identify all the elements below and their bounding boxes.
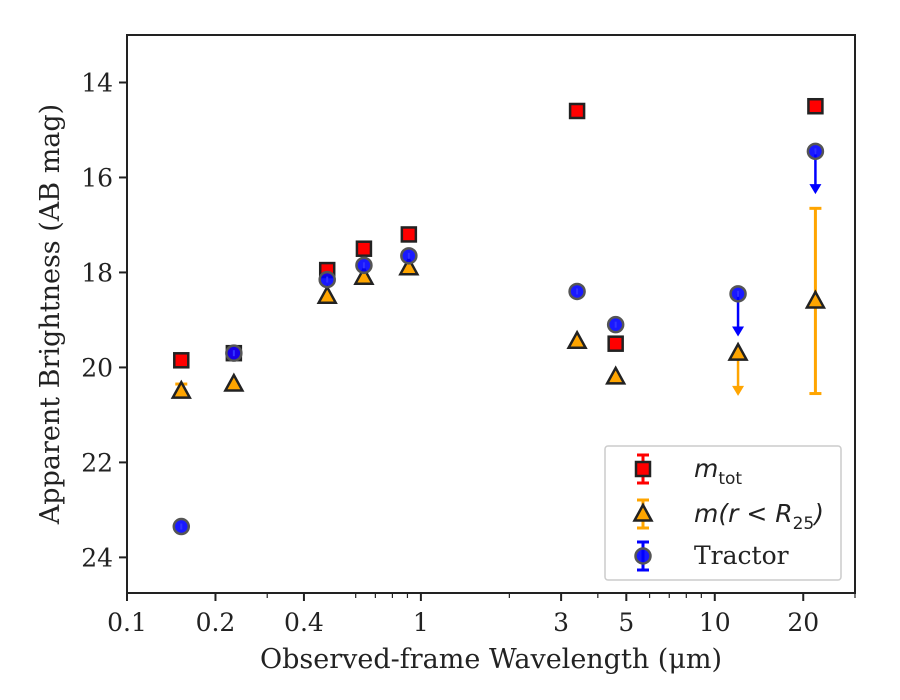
legend-entry-square: mtot (634, 453, 742, 489)
legend-label: m(r < R25) (694, 499, 824, 534)
triangle-upper-limit-arrow-head (732, 385, 745, 396)
legend-marker-triangle (632, 502, 654, 522)
circle-upper-limit-arrow-head (732, 326, 745, 337)
legend-label-main: Tractor (694, 541, 789, 570)
legend-marker-circle (634, 547, 652, 565)
legend-frame (604, 445, 842, 581)
y-axis-label: Apparent Brightness (AB mag) (35, 104, 66, 525)
legend-label-main: m(r < R (694, 499, 793, 528)
legend: mtot m(r < R25) Tractor (604, 445, 842, 581)
x-tick-label: 0.1 (107, 608, 147, 637)
legend-label-subscript: 25 (793, 514, 815, 534)
legend-marker-square (634, 460, 652, 478)
y-axis: 14 16 18 20 22 24 (81, 68, 127, 572)
x-tick-label: 1 (413, 608, 429, 637)
x-tick-label: 3 (553, 608, 569, 637)
circle-upper-limit-arrow-head (809, 184, 822, 195)
legend-label-main: m (694, 454, 718, 483)
x-tick-label: 20 (787, 608, 819, 637)
y-tick-label: 18 (81, 258, 113, 287)
legend-label-subscript: tot (718, 469, 742, 489)
x-tick-label: 0.4 (284, 608, 324, 637)
legend-label-tail: ) (812, 499, 824, 528)
x-tick-label: 5 (618, 608, 634, 637)
legend-entry-circle: Tractor (634, 540, 789, 572)
x-axis: 0.1 0.2 0.4 1 3 5 10 20 (107, 593, 856, 637)
legend-label: mtot (694, 454, 742, 489)
x-tick-label: 10 (699, 608, 731, 637)
x-tick-label: 0.2 (196, 608, 236, 637)
data-marks (170, 97, 827, 536)
y-tick-label: 22 (81, 448, 113, 477)
legend-entry-triangle: m(r < R25) (632, 498, 824, 534)
y-tick-label: 14 (81, 68, 113, 97)
y-tick-label: 20 (81, 353, 113, 382)
x-axis-label: Observed-frame Wavelength (μm) (260, 644, 722, 675)
y-tick-label: 16 (81, 163, 113, 192)
y-tick-label: 24 (81, 543, 113, 572)
legend-label: Tractor (694, 541, 789, 570)
